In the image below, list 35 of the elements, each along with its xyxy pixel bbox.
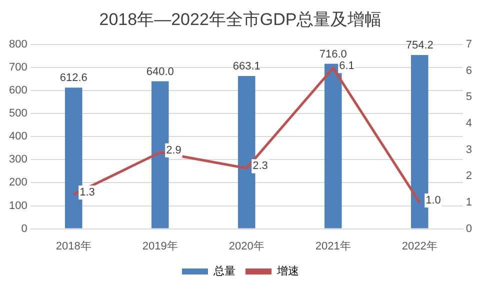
y-tick-label: 300 xyxy=(8,154,28,166)
x-tick-label: 2018年 xyxy=(56,240,92,252)
y2-tick-label: 2 xyxy=(466,170,472,182)
y2-tick-label: 6 xyxy=(466,64,472,77)
y-tick-label: 0 xyxy=(21,222,28,235)
y2-tick-label: 5 xyxy=(466,91,472,104)
x-tick-label: 2021年 xyxy=(315,240,351,252)
data-label: 2.9 xyxy=(166,144,182,156)
data-label: 6.1 xyxy=(339,60,354,72)
y2-tick-label: 7 xyxy=(466,38,472,50)
y2-tick-label: 1 xyxy=(466,196,472,208)
y-tick-label: 500 xyxy=(8,108,28,120)
y-tick-label: 800 xyxy=(8,38,28,50)
data-label: 663.1 xyxy=(232,60,260,72)
data-label: 1.3 xyxy=(80,186,95,199)
legend-label: 增速 xyxy=(276,264,299,278)
data-label: 754.2 xyxy=(406,39,434,52)
y2-tick-label: 4 xyxy=(466,117,472,130)
y-tick-label: 700 xyxy=(8,61,28,74)
x-tick-label: 2019年 xyxy=(142,240,178,252)
data-label: 1.0 xyxy=(426,194,441,206)
y-tick-label: 200 xyxy=(8,176,28,189)
y-tick-label: 400 xyxy=(8,130,28,143)
data-label: 716.0 xyxy=(319,48,347,60)
chart-title: 2018年—2022年全市GDP总量及增幅 xyxy=(99,10,382,29)
legend-label: 总量 xyxy=(212,264,236,278)
y2-tick-label: 0 xyxy=(466,222,472,235)
data-label: 2.3 xyxy=(252,160,268,172)
y-tick-label: 100 xyxy=(8,200,28,212)
data-label: 640.0 xyxy=(146,66,174,78)
y-tick-label: 600 xyxy=(8,84,28,97)
x-tick-label: 2022年 xyxy=(402,240,438,252)
y2-tick-label: 3 xyxy=(466,144,472,156)
data-label: 612.6 xyxy=(60,72,88,84)
x-tick-label: 2020年 xyxy=(228,240,264,252)
